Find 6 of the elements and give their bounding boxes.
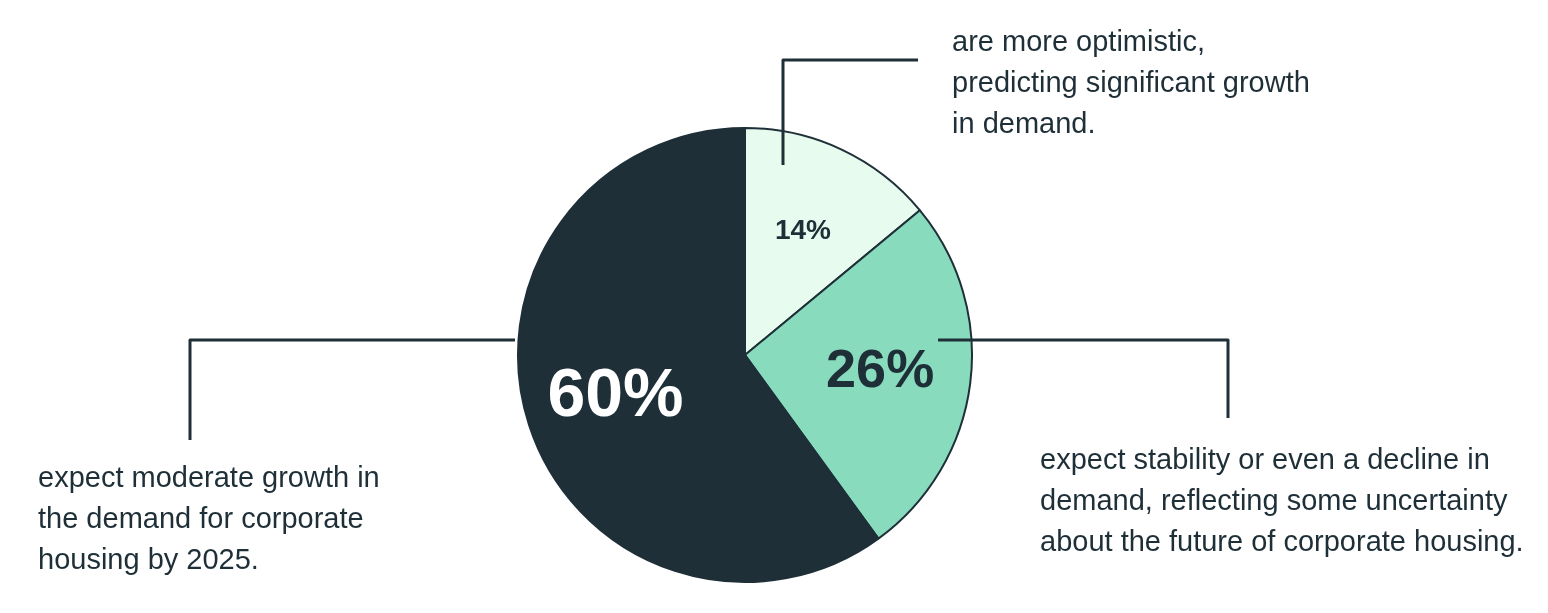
slice-label: expect moderate growth in the demand for corporate housing by 2025. [38,460,380,575]
slice-label: expect stability or even a decline in demand, reflecting some uncertainty about the future of corporate housing. [1040,442,1524,557]
slice-label: are more optimistic, predicting significant growth in demand. [952,24,1310,139]
data-label: 14% [774,214,832,246]
data-label: 26% [826,337,935,398]
data-label: 60% [547,353,684,430]
